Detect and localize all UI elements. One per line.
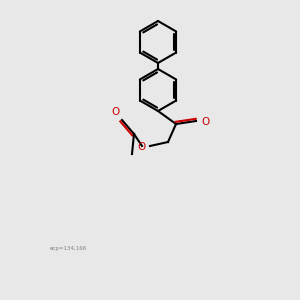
- Text: O: O: [201, 117, 209, 127]
- Text: O: O: [138, 142, 146, 152]
- Text: O: O: [111, 107, 119, 117]
- Text: ecp=134,166: ecp=134,166: [50, 246, 87, 251]
